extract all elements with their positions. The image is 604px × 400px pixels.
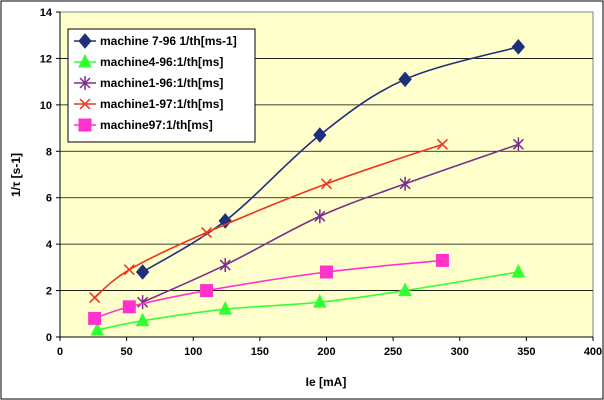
- x-tick-label: 50: [121, 346, 133, 358]
- legend-item: machine 7-96 1/th[ms-1]: [74, 33, 237, 49]
- data-point: [123, 264, 135, 276]
- x-tick-label: 150: [251, 346, 269, 358]
- data-point: [90, 321, 105, 336]
- y-tick-label: 12: [40, 53, 52, 65]
- data-point: [135, 264, 150, 280]
- data-point: [398, 282, 412, 297]
- series-5: [88, 253, 449, 325]
- data-point: [512, 137, 524, 152]
- series-4: [89, 138, 448, 304]
- series-line: [94, 143, 443, 299]
- data-point: [314, 209, 326, 224]
- data-point: [89, 292, 101, 304]
- x-tick-label: 250: [384, 346, 402, 358]
- x-tick-label: 400: [584, 346, 602, 358]
- legend-marker: [78, 33, 92, 49]
- data-point: [218, 213, 232, 229]
- y-tick-label: 0: [46, 332, 52, 344]
- x-tick-label: 100: [184, 346, 202, 358]
- legend-item: machine4-96:1/th[ms]: [74, 53, 223, 69]
- data-point: [122, 300, 136, 314]
- data-point: [320, 178, 333, 190]
- y-tick-label: 2: [46, 286, 52, 298]
- series-layer: [88, 39, 526, 336]
- legend-item: machine1-96:1/th[ms]: [74, 76, 223, 90]
- legend-item: machine1-97:1/th[ms]: [74, 97, 223, 111]
- data-point: [313, 294, 327, 308]
- series-3: [137, 137, 524, 310]
- y-tick-label: 10: [40, 100, 52, 112]
- legend-item: machine97:1/th[ms]: [74, 118, 213, 132]
- axis-ticks: 0 2 4 6 8 10 12 14 0 50 100 150 200 250 300 350 400: [40, 7, 602, 358]
- data-point: [201, 227, 213, 239]
- x-tick-label: 350: [517, 346, 535, 358]
- series-line: [94, 259, 443, 320]
- data-point: [511, 263, 526, 278]
- legend-label: machine4-96:1/th[ms]: [100, 55, 223, 69]
- legend-label: machine1-97:1/th[ms]: [100, 97, 223, 111]
- data-point: [137, 295, 149, 310]
- legend-marker: [78, 118, 92, 132]
- data-point: [218, 301, 233, 315]
- legend-marker: [78, 53, 92, 68]
- data-point: [313, 127, 327, 143]
- legend: machine 7-96 1/th[ms-1] machine4-96:1/th[…: [67, 28, 256, 143]
- data-point: [399, 176, 411, 191]
- data-point: [511, 39, 526, 55]
- legend-marker: [79, 98, 91, 110]
- y-axis-title: 1/τ [s-1]: [9, 153, 23, 197]
- series-2: [90, 263, 526, 336]
- x-tick-label: 0: [57, 346, 63, 358]
- data-point: [88, 311, 102, 325]
- x-tick-label: 200: [317, 346, 335, 358]
- data-point: [398, 71, 412, 88]
- x-tick-label: 300: [451, 346, 469, 358]
- y-tick-label: 14: [40, 7, 53, 19]
- data-point: [219, 258, 231, 273]
- data-point: [435, 253, 449, 267]
- legend-label: machine 7-96 1/th[ms-1]: [100, 34, 237, 48]
- y-tick-label: 6: [46, 193, 52, 205]
- x-axis-title: Ie [mA]: [306, 375, 347, 389]
- data-point: [436, 138, 448, 150]
- data-point: [135, 312, 150, 327]
- data-point: [200, 284, 214, 298]
- legend-box: [67, 28, 256, 143]
- y-tick-label: 8: [46, 146, 52, 158]
- data-point: [320, 265, 333, 279]
- legend-marker: [79, 76, 91, 90]
- legend-label: machine97:1/th[ms]: [100, 118, 213, 132]
- y-tick-label: 4: [46, 239, 53, 251]
- legend-label: machine1-96:1/th[ms]: [100, 76, 223, 90]
